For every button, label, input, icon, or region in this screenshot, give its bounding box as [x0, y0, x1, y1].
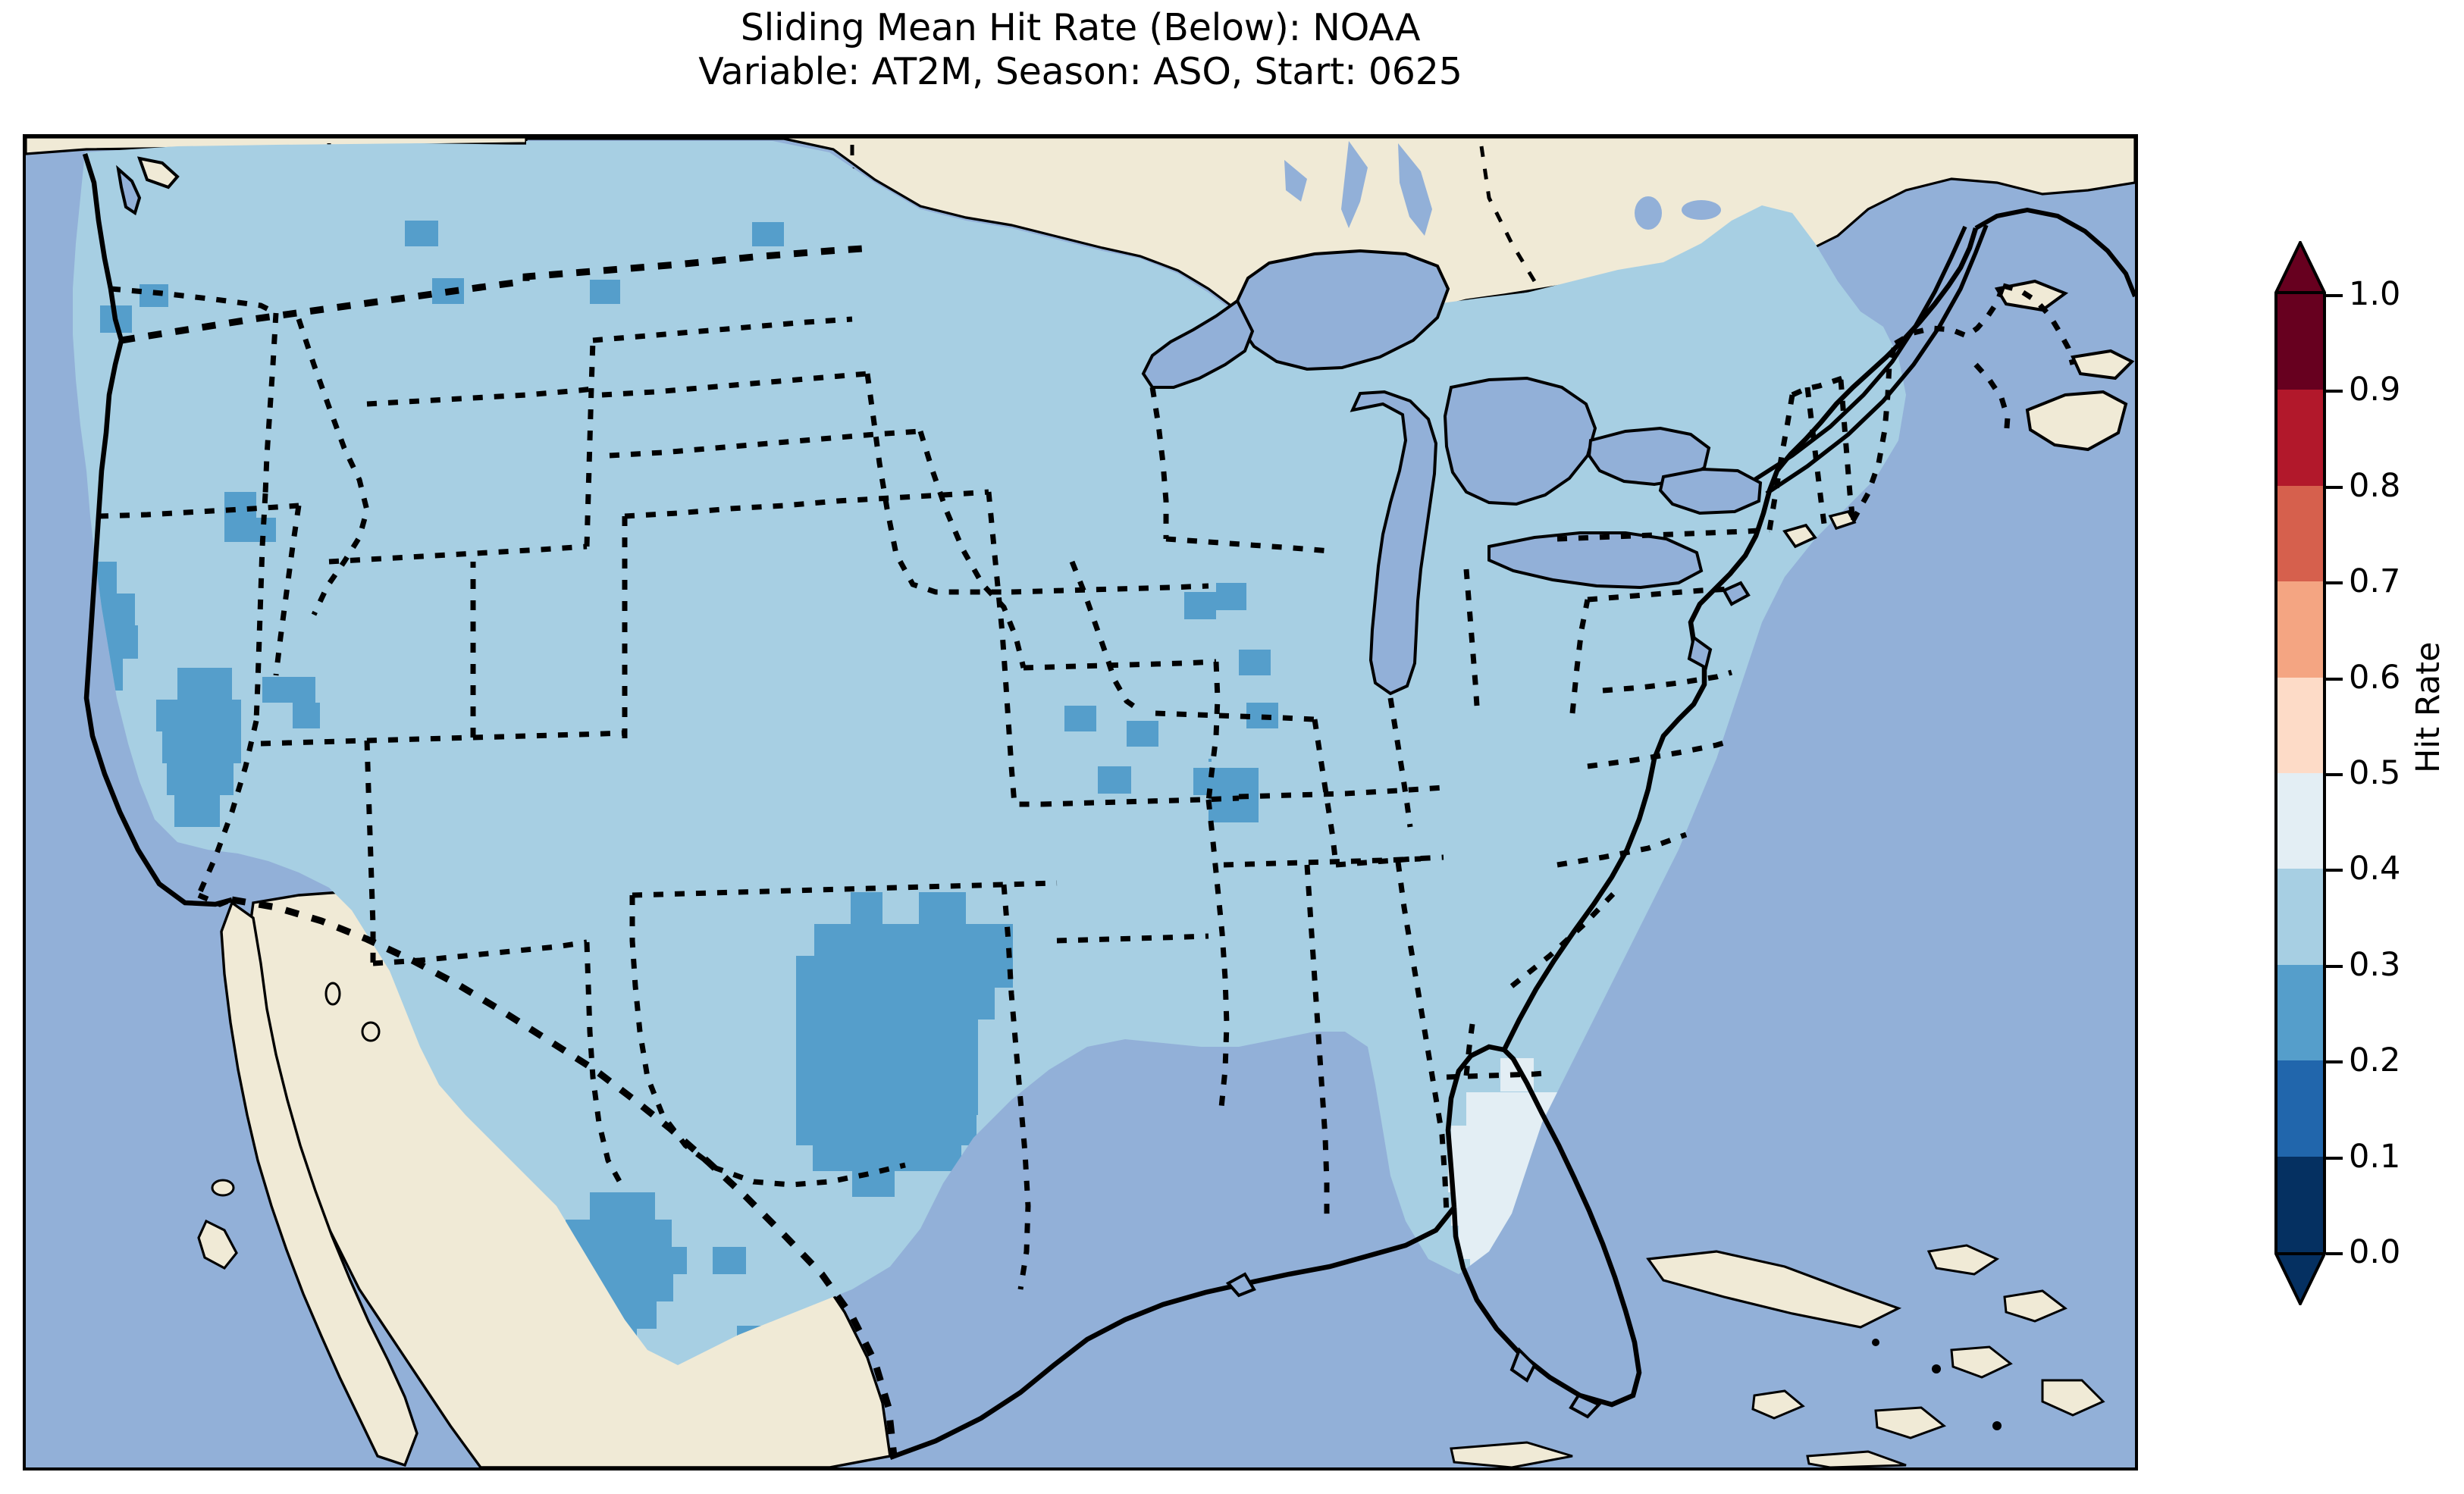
colorbar-tick-0.0: [2326, 1252, 2343, 1255]
colorbar-tick-0.3: [2326, 964, 2343, 968]
colorbar-tick-0.9: [2326, 390, 2343, 393]
colorbar-band-0.8-0.9: [2274, 390, 2326, 486]
st-lawrence-river: [1753, 225, 1967, 482]
colorbar-ticklabel-0.8: 0.8: [2349, 466, 2401, 505]
islet-mark-2: [1872, 1339, 1879, 1346]
bahamas-island-1: [1926, 1244, 2000, 1276]
lake-michigan: [1350, 390, 1438, 696]
caribbean-island-6: [1806, 1450, 1907, 1467]
canada-lake-4: [1635, 196, 1662, 230]
nova-scotia: [2025, 390, 2128, 452]
colorbar-band-0.4-0.5: [2274, 773, 2326, 869]
colorbar-ticklabel-0.7: 0.7: [2349, 562, 2401, 601]
colorbar-ticklabel-0.3: 0.3: [2349, 945, 2401, 984]
colorbar-tick-0.6: [2326, 677, 2343, 681]
florida-east-coast: [1451, 1048, 1642, 1408]
colorbar-ticklabel-0.1: 0.1: [2349, 1137, 2401, 1176]
colorbar-band-0.6-0.7: [2274, 581, 2326, 678]
baja-peninsula: [220, 900, 419, 1467]
chesapeake-bay: [1687, 634, 1713, 670]
st-lawrence-river-south: [1765, 224, 1989, 496]
colorbar-band-0.5-0.6: [2274, 677, 2326, 773]
delaware-bay: [1722, 581, 1751, 606]
cape-cod-island: [1828, 510, 1857, 531]
us-west-coastline: [82, 153, 233, 907]
colorbar-tick-0.2: [2326, 1060, 2343, 1064]
yucatan-tip: [1450, 1441, 1573, 1467]
lake-huron: [1443, 376, 1597, 506]
islet-mark-1: [1932, 1364, 1941, 1373]
florida-bay: [1509, 1347, 1537, 1383]
lake-ontario: [1658, 467, 1763, 515]
gulf-coastline: [889, 1205, 1456, 1461]
long-island: [1782, 523, 1817, 549]
colorbar-band-0.7-0.8: [2274, 485, 2326, 582]
title-line-2: Variable: AT2M, Season: ASO, Start: 0625: [698, 49, 1462, 93]
maritime-coastline: [1974, 207, 2135, 298]
colorbar-ticklabel-0.4: 0.4: [2349, 850, 2401, 888]
canada-lake-3: [1284, 160, 1307, 202]
bahamas-island-4: [2041, 1379, 2105, 1417]
pei-island: [2071, 349, 2135, 381]
canada-lake-2: [1398, 143, 1432, 236]
colorbar-band-0.3-0.4: [2274, 869, 2326, 965]
colorbar-ticklabel-0.6: 0.6: [2349, 658, 2401, 697]
colorbar-extend-bottom: [2274, 1252, 2326, 1305]
colorbar[interactable]: [2274, 294, 2326, 1252]
gulf-island-2: [361, 1021, 381, 1042]
colorbar-extend-top: [2274, 241, 2326, 294]
mississippi-delta: [1225, 1272, 1256, 1298]
vancouver-island: [136, 156, 180, 189]
islet-mark-3: [1992, 1421, 2002, 1430]
bahamas-island-3: [1950, 1345, 2013, 1379]
colorbar-tick-0.7: [2326, 581, 2343, 585]
colorbar-tick-0.4: [2326, 869, 2343, 872]
colorbar-ticklabel-0.9: 0.9: [2349, 371, 2401, 409]
colorbar-band-0.1-0.2: [2274, 1060, 2326, 1157]
bahamas-island-7: [1751, 1389, 1805, 1420]
cuba-island: [1646, 1250, 1902, 1329]
figure-title: Sliding Mean Hit Rate (Below): NOAA Vari…: [0, 6, 2161, 94]
us-mexico-border: [231, 896, 898, 1457]
baja-cape: [197, 1219, 238, 1270]
colorbar-tick-0.5: [2326, 773, 2343, 776]
colorbar-band-0.9-1.0: [2274, 294, 2326, 390]
colorbar-ticklabel-0.5: 0.5: [2349, 754, 2401, 792]
colorbar-tick-1.0: [2326, 294, 2343, 297]
bahamas-island-5: [1874, 1406, 1947, 1439]
canada-province-border-4: [1479, 146, 1537, 283]
canada-lake-1: [1341, 141, 1368, 228]
colorbar-tick-0.1: [2326, 1156, 2343, 1160]
colorbar-ticklabel-1.0: 1.0: [2349, 275, 2401, 313]
colorbar-band-0.2-0.3: [2274, 964, 2326, 1061]
map-axes[interactable]: [23, 134, 2138, 1471]
baja-island-1: [211, 1179, 235, 1197]
lake-erie: [1487, 531, 1704, 590]
florida-west-coast: [1445, 1044, 1505, 1208]
title-line-1: Sliding Mean Hit Rate (Below): NOAA: [740, 6, 1421, 49]
puget-sound: [116, 164, 142, 216]
colorbar-ticklabel-0.0: 0.0: [2349, 1233, 2401, 1271]
colorbar-tick-0.8: [2326, 485, 2343, 489]
gulf-island-1: [324, 982, 341, 1006]
colorbar-axis-label: Hit Rate: [2409, 641, 2447, 773]
florida-keys-bay: [1569, 1393, 1602, 1419]
colorbar-ticklabel-0.2: 0.2: [2349, 1041, 2401, 1080]
canada-lake-5: [1682, 200, 1721, 220]
colorbar-band-0.0-0.1: [2274, 1156, 2326, 1252]
us-state-borders: [98, 283, 2076, 1290]
bahamas-island-2: [2003, 1289, 2067, 1323]
map-svg: [26, 137, 2135, 1467]
